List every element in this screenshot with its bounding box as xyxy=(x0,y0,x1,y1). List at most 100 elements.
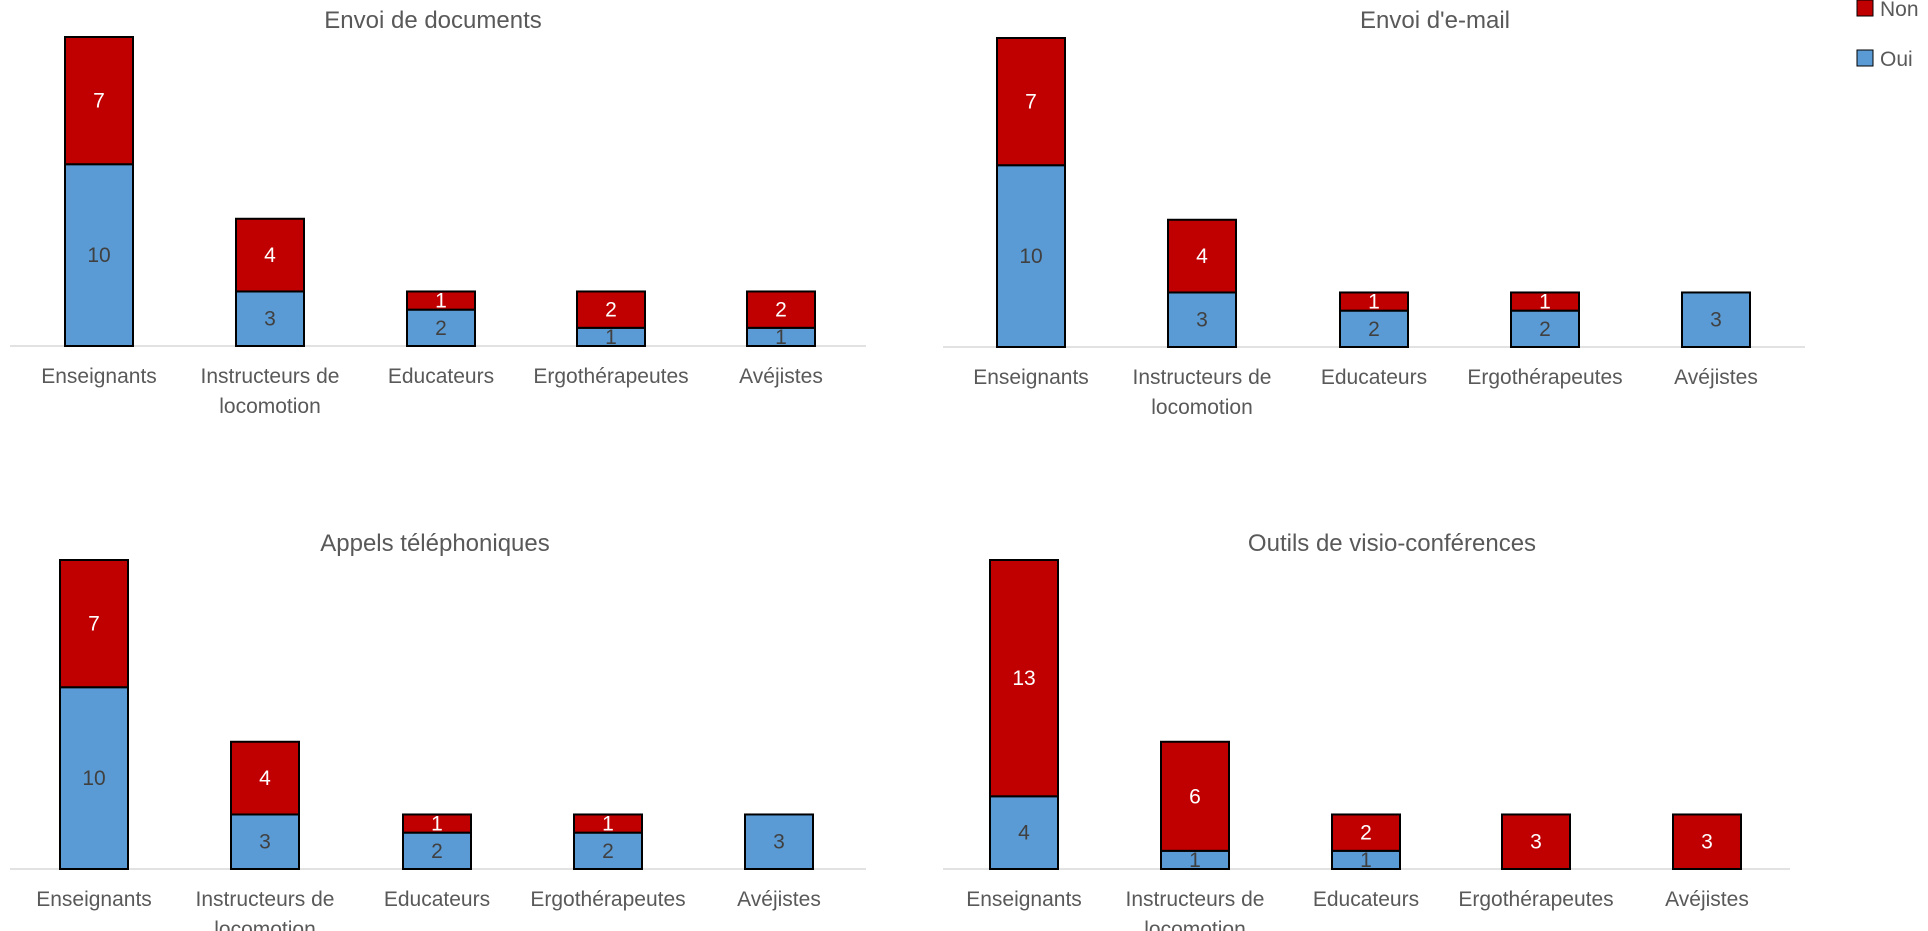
x-tick-label: Ergothérapeutes xyxy=(1467,366,1622,389)
chart-panel-2: Envoi d'e-mail 10 7 Enseignants 3 4 Instructeu… xyxy=(943,7,1805,419)
chart-title: Outils de visio-conférences xyxy=(1248,530,1536,557)
x-tick-label: Ergothérapeutes xyxy=(530,888,685,911)
data-label-oui: 3 xyxy=(773,831,785,854)
x-tick-label: Instructeurs de locomotion xyxy=(201,365,340,418)
x-tick-label: Enseignants xyxy=(973,366,1089,389)
bar-non xyxy=(996,37,1066,167)
x-tick-label: Avéjistes xyxy=(737,888,821,911)
x-tick-label: Instructeurs de locomotion xyxy=(1133,366,1272,419)
bar-non xyxy=(1160,740,1230,852)
bar-non xyxy=(746,290,816,329)
data-label-non: 1 xyxy=(602,813,614,836)
chart-title: Appels téléphoniques xyxy=(320,530,550,557)
bar-oui xyxy=(64,163,134,347)
data-label-non: 1 xyxy=(435,290,447,313)
bar-non xyxy=(64,36,134,166)
data-label-non: 2 xyxy=(1360,822,1372,845)
chart-panel-3: Appels téléphoniques 10 7 Enseignants 3 4 Inst… xyxy=(10,530,866,931)
x-tick-label: Educateurs xyxy=(388,365,494,388)
data-label-oui: 3 xyxy=(259,831,271,854)
bar-oui xyxy=(1681,291,1751,348)
bar-non xyxy=(1672,813,1742,870)
data-label-non: 4 xyxy=(1196,245,1208,268)
bar-non xyxy=(1167,218,1237,294)
bar-oui xyxy=(744,813,814,870)
legend-swatch-oui xyxy=(1856,49,1874,67)
x-tick-label: Enseignants xyxy=(36,888,152,911)
legend-label-oui: Oui xyxy=(1880,48,1913,71)
x-tick-label: Educateurs xyxy=(384,888,490,911)
bar-non xyxy=(406,290,476,311)
data-label-oui: 1 xyxy=(1360,849,1372,872)
x-tick-label: Instructeurs de locomotion xyxy=(1126,888,1265,931)
chart-title: Envoi d'e-mail xyxy=(1360,7,1510,34)
bar-non xyxy=(573,813,643,834)
data-label-oui: 3 xyxy=(264,308,276,331)
data-label-non: 6 xyxy=(1189,785,1201,808)
data-label-oui: 3 xyxy=(1196,309,1208,332)
data-label-non: 1 xyxy=(431,813,443,836)
data-label-non: 4 xyxy=(264,244,276,267)
bar-non xyxy=(402,813,472,834)
bar-non xyxy=(1339,291,1409,312)
data-label-oui: 10 xyxy=(82,767,105,790)
data-label-non: 2 xyxy=(775,299,787,322)
data-label-oui: 2 xyxy=(435,317,447,340)
data-label-oui: 2 xyxy=(1539,318,1551,341)
data-label-oui: 1 xyxy=(775,326,787,349)
data-label-non: 4 xyxy=(259,767,271,790)
bar-non xyxy=(1510,291,1580,312)
x-tick-label: Enseignants xyxy=(41,365,157,388)
bar-oui xyxy=(1510,309,1580,349)
data-label-oui: 10 xyxy=(1019,245,1042,268)
x-tick-label: Avéjistes xyxy=(1674,366,1758,389)
bar-non xyxy=(989,559,1059,798)
x-tick-label: Ergothérapeutes xyxy=(533,365,688,388)
chart-panels: Envoi de documents 10 7 Enseignants 3 4 Instru… xyxy=(10,7,1805,931)
bar-non xyxy=(59,559,129,689)
bar-oui xyxy=(402,831,472,870)
data-label-oui: 1 xyxy=(1189,849,1201,872)
bar-non xyxy=(1331,813,1401,852)
legend-swatch-non xyxy=(1856,0,1874,17)
bar-non xyxy=(235,217,305,293)
data-label-oui: 2 xyxy=(431,840,443,863)
chart-title: Envoi de documents xyxy=(324,7,541,34)
data-label-oui: 3 xyxy=(1710,309,1722,332)
x-tick-label: Avéjistes xyxy=(739,365,823,388)
data-label-oui: 2 xyxy=(602,840,614,863)
bar-non xyxy=(230,740,300,816)
data-label-non: 13 xyxy=(1012,667,1035,690)
legend-label-non: Non xyxy=(1880,0,1919,21)
bar-oui xyxy=(406,308,476,348)
chart-panel-4: Outils de visio-conférences413Enseignant… xyxy=(943,530,1790,931)
data-label-non: 7 xyxy=(88,613,100,636)
legend: Non Oui xyxy=(1856,0,1919,71)
data-label-non: 2 xyxy=(605,299,617,322)
x-tick-label: Ergothérapeutes xyxy=(1458,888,1613,911)
data-label-non: 1 xyxy=(1539,291,1551,314)
chart-panel-1: Envoi de documents 10 7 Enseignants 3 4 Instru… xyxy=(10,7,866,418)
bar-oui xyxy=(989,795,1059,871)
x-tick-label: Instructeurs de locomotion xyxy=(196,888,335,931)
data-label-oui: 1 xyxy=(605,326,617,349)
data-label-non: 3 xyxy=(1701,831,1713,854)
data-label-non: 3 xyxy=(1530,831,1542,854)
bar-oui xyxy=(573,831,643,870)
x-tick-label: Educateurs xyxy=(1321,366,1427,389)
data-label-non: 7 xyxy=(93,90,105,113)
x-tick-label: Avéjistes xyxy=(1665,888,1749,911)
data-label-non: 7 xyxy=(1025,91,1037,114)
bar-oui xyxy=(59,686,129,870)
bar-oui xyxy=(1167,291,1237,348)
x-tick-label: Educateurs xyxy=(1313,888,1419,911)
data-label-non: 1 xyxy=(1368,291,1380,314)
bar-non xyxy=(1501,813,1571,870)
data-label-oui: 10 xyxy=(87,244,110,267)
data-label-oui: 2 xyxy=(1368,318,1380,341)
bar-non xyxy=(576,290,646,329)
bar-oui xyxy=(230,813,300,870)
data-label-oui: 4 xyxy=(1018,822,1030,845)
x-tick-label: Enseignants xyxy=(966,888,1082,911)
